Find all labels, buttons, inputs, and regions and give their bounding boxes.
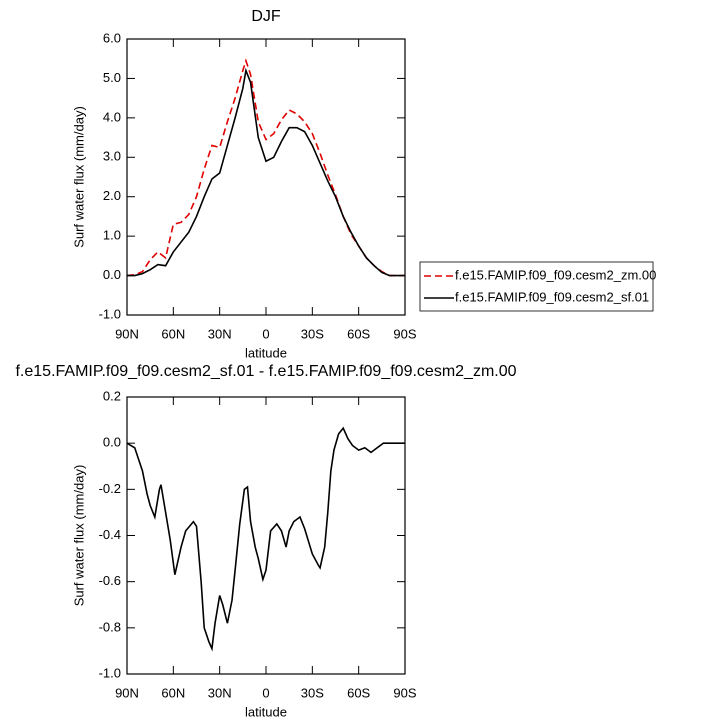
x-tick-label: 30N: [208, 326, 232, 341]
data-line: [126, 58, 405, 277]
y-tick-label: -0.2: [99, 481, 121, 496]
x-tick-label: 30S: [301, 685, 324, 700]
y-tick-label: 0.0: [103, 267, 121, 282]
y-tick-label: 3.0: [103, 149, 121, 164]
y-tick-label: 6.0: [103, 30, 121, 45]
legend-label: f.e15.FAMIP.f09_f09.cesm2_zm.00: [455, 267, 656, 282]
legend-box: [419, 261, 654, 312]
x-axis-label: latitude: [245, 345, 287, 360]
y-tick-label: 1.0: [103, 228, 121, 243]
y-tick-label: 0.2: [103, 388, 121, 403]
data-line: [127, 67, 405, 277]
x-tick-label: 60S: [347, 685, 370, 700]
data-line: [126, 426, 405, 652]
y-tick-label: 5.0: [103, 70, 121, 85]
y-tick-label: -0.4: [99, 527, 121, 542]
x-tick-label: 60S: [347, 326, 370, 341]
x-tick-label: 30S: [301, 326, 324, 341]
y-axis-label: Surf water flux (mm/day): [71, 465, 86, 607]
x-axis-label: latitude: [245, 704, 287, 719]
y-tick-label: 0.0: [103, 435, 121, 450]
chart-title: DJF: [251, 8, 281, 25]
x-tick-label: 90S: [393, 326, 416, 341]
legend-label: f.e15.FAMIP.f09_f09.cesm2_sf.01: [455, 289, 649, 304]
chart-title: f.e15.FAMIP.f09_f09.cesm2_sf.01 - f.e15.…: [15, 363, 516, 380]
plot-frame: [126, 396, 406, 675]
x-tick-label: 60N: [161, 326, 185, 341]
x-tick-label: 0: [262, 326, 269, 341]
x-tick-label: 60N: [161, 685, 185, 700]
x-tick-label: 90N: [115, 326, 139, 341]
y-tick-label: -0.6: [99, 573, 121, 588]
x-tick-label: 0: [262, 685, 269, 700]
y-axis-label: Surf water flux (mm/day): [71, 106, 86, 248]
y-tick-label: -1.0: [99, 306, 121, 321]
y-tick-label: 2.0: [103, 188, 121, 203]
x-tick-label: 30N: [208, 685, 232, 700]
y-tick-label: 4.0: [103, 109, 121, 124]
x-tick-label: 90N: [115, 685, 139, 700]
x-tick-label: 90S: [393, 685, 416, 700]
y-tick-label: -1.0: [99, 665, 121, 680]
y-tick-label: -0.8: [99, 619, 121, 634]
plot-frame: [126, 38, 406, 316]
